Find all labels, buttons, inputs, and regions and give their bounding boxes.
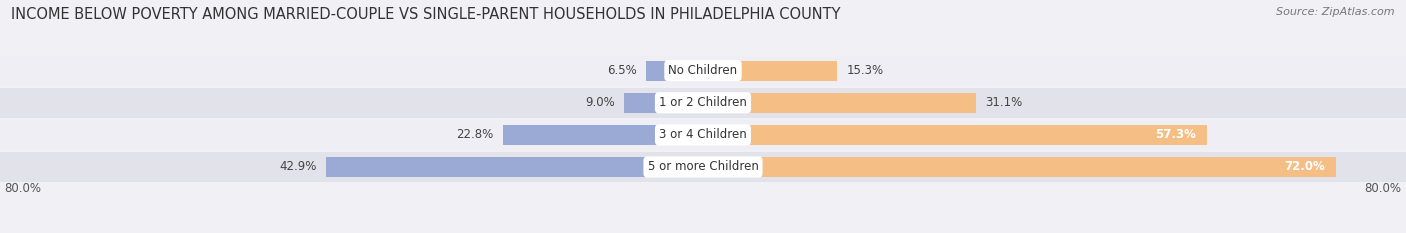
Text: 22.8%: 22.8%	[457, 128, 494, 141]
Text: Source: ZipAtlas.com: Source: ZipAtlas.com	[1277, 7, 1395, 17]
Text: 57.3%: 57.3%	[1156, 128, 1197, 141]
Text: 1 or 2 Children: 1 or 2 Children	[659, 96, 747, 109]
Bar	[624, 93, 703, 113]
Text: 9.0%: 9.0%	[585, 96, 616, 109]
Bar	[0, 56, 1406, 86]
Bar	[0, 120, 1406, 150]
Text: 15.3%: 15.3%	[846, 64, 883, 77]
Text: 3 or 4 Children: 3 or 4 Children	[659, 128, 747, 141]
Bar	[0, 152, 1406, 182]
Bar	[0, 88, 1406, 118]
Text: 6.5%: 6.5%	[607, 64, 637, 77]
Bar	[703, 157, 1336, 177]
Text: 72.0%: 72.0%	[1285, 161, 1324, 174]
Bar	[645, 61, 703, 81]
Bar	[503, 125, 703, 145]
Text: 80.0%: 80.0%	[1365, 182, 1402, 195]
Text: 42.9%: 42.9%	[280, 161, 318, 174]
Bar	[703, 61, 838, 81]
Bar	[326, 157, 703, 177]
Text: No Children: No Children	[668, 64, 738, 77]
Text: 31.1%: 31.1%	[986, 96, 1022, 109]
Bar	[703, 93, 976, 113]
Bar	[703, 125, 1206, 145]
Text: 5 or more Children: 5 or more Children	[648, 161, 758, 174]
Text: 80.0%: 80.0%	[4, 182, 41, 195]
Text: INCOME BELOW POVERTY AMONG MARRIED-COUPLE VS SINGLE-PARENT HOUSEHOLDS IN PHILADE: INCOME BELOW POVERTY AMONG MARRIED-COUPL…	[11, 7, 841, 22]
